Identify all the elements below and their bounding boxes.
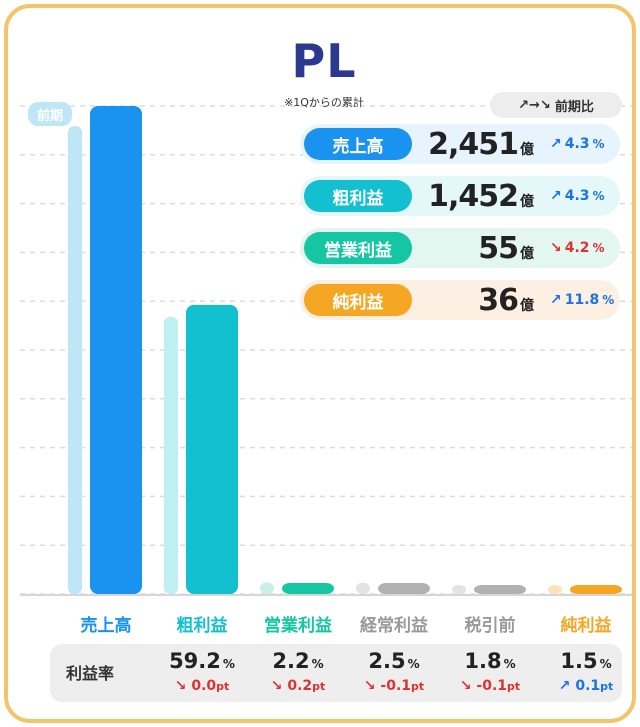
summary-change: ↘ 4.2% <box>550 240 605 256</box>
summary-value: 36 <box>478 282 519 318</box>
summary-change-unit: % <box>602 293 615 307</box>
summary-unit: 億 <box>520 246 534 262</box>
arrow-down-icon: ↘ <box>363 678 381 694</box>
summary-change-unit: % <box>592 241 605 255</box>
margin-rate-change: ↘ 0.2pt <box>250 678 346 694</box>
summary-row-sales: 売上高 2,451 億 ↗ 4.3% <box>300 124 620 164</box>
margin-rate-value: 59.2% <box>154 649 250 673</box>
summary-change-value: 4.3 <box>564 136 590 152</box>
margin-rate-unit: % <box>599 657 612 671</box>
margin-rate-change-unit: pt <box>312 680 326 693</box>
category-label-ordinary: 経常利益 <box>360 616 428 636</box>
legend-arrows-icon: ↗→↘ <box>518 97 551 113</box>
arrow-up-icon: ↗ <box>550 292 562 308</box>
bar-previous-operating <box>260 582 274 594</box>
summary-change: ↗ 4.3% <box>550 188 605 204</box>
category-label-operating: 営業利益 <box>264 616 332 636</box>
summary-change-unit: % <box>592 137 605 151</box>
margin-rate-change: ↗ 0.1pt <box>538 678 632 694</box>
cumulative-note: ※1Qからの累計 <box>284 96 364 109</box>
margin-rate-number: 2.2 <box>272 649 310 673</box>
arrow-up-icon: ↗ <box>550 188 562 204</box>
summary-unit: 億 <box>520 142 534 158</box>
summary-value: 55 <box>478 230 519 266</box>
arrow-down-icon: ↘ <box>270 678 288 694</box>
margin-rate-title: 利益率 <box>66 664 115 683</box>
margin-rate-change-value: -0.1 <box>476 678 508 694</box>
summary-value: 2,451 <box>428 126 519 162</box>
bar-previous-gross <box>164 316 178 594</box>
arrow-up-icon: ↗ <box>550 136 562 152</box>
margin-rate-change-value: 0.2 <box>287 678 313 694</box>
category-label-net: 純利益 <box>560 616 612 636</box>
margin-rate-change: ↘ -0.1pt <box>346 678 442 694</box>
summary-row-gross: 粗利益 1,452 億 ↗ 4.3% <box>300 176 620 216</box>
margin-rate-unit: % <box>311 657 324 671</box>
margin-rate-value: 1.8% <box>442 649 538 673</box>
margin-rate-change: ↘ 0.0pt <box>154 678 250 694</box>
margin-rate-number: 59.2 <box>169 649 221 673</box>
arrow-down-icon: ↘ <box>550 240 562 256</box>
summary-row-operating: 営業利益 55 億 ↘ 4.2% <box>300 228 620 268</box>
summary-change-value: 4.2 <box>564 240 590 256</box>
category-label-pretax: 税引前 <box>464 616 516 636</box>
summary-change: ↗ 4.3% <box>550 136 605 152</box>
yoy-legend: ↗→↘ 前期比 <box>490 92 622 118</box>
margin-rate-unit: % <box>222 657 235 671</box>
summary-label: 営業利益 <box>304 232 412 264</box>
margin-rate-number: 2.5 <box>368 649 406 673</box>
category-label-gross: 粗利益 <box>176 616 228 636</box>
margin-rate-panel <box>50 644 622 702</box>
bar-current-pretax <box>474 585 526 594</box>
bar-current-sales <box>90 106 142 594</box>
margin-rate-change-value: -0.1 <box>380 678 412 694</box>
arrow-up-icon: ↗ <box>558 678 576 694</box>
bar-previous-net <box>548 585 562 594</box>
summary-change: ↗ 11.8% <box>550 292 614 308</box>
summary-value: 1,452 <box>428 178 519 214</box>
bar-previous-ordinary <box>356 582 370 594</box>
margin-rate-change-value: 0.0 <box>191 678 217 694</box>
summary-label: 粗利益 <box>304 180 412 212</box>
arrow-down-icon: ↘ <box>174 678 192 694</box>
margin-rate-change-unit: pt <box>411 680 425 693</box>
summary-unit: 億 <box>520 194 534 210</box>
previous-period-tag: 前期 <box>28 102 72 126</box>
bar-previous-pretax <box>452 585 466 594</box>
margin-rate-change: ↘ -0.1pt <box>442 678 538 694</box>
summary-change-unit: % <box>592 189 605 203</box>
margin-rate-change-unit: pt <box>600 680 614 693</box>
page-title: PL <box>291 34 357 88</box>
margin-rate-number: 1.8 <box>464 649 502 673</box>
margin-rate-unit: % <box>407 657 420 671</box>
bar-current-net <box>570 585 622 594</box>
summary-row-net: 純利益 36 億 ↗ 11.8% <box>300 280 620 320</box>
margin-rate-change-unit: pt <box>216 680 230 693</box>
margin-rate-unit: % <box>503 657 516 671</box>
summary-unit: 億 <box>520 298 534 314</box>
summary-label: 売上高 <box>304 128 412 160</box>
margin-rate-value: 2.5% <box>346 649 442 673</box>
bar-current-gross <box>186 304 238 594</box>
arrow-down-icon: ↘ <box>459 678 477 694</box>
legend-label: 前期比 <box>554 99 594 115</box>
margin-rate-change-value: 0.1 <box>575 678 601 694</box>
bar-previous-sales <box>68 126 82 594</box>
margin-rate-change-unit: pt <box>507 680 521 693</box>
margin-rate-value: 1.5% <box>538 649 632 673</box>
summary-change-value: 11.8 <box>564 292 600 308</box>
margin-rate-value: 2.2% <box>250 649 346 673</box>
pl-card: PL ※1Qからの累計 前期 ↗→↘ 前期比 売上高 2,451 億 ↗ 4.3% 粗利益… <box>4 4 636 723</box>
margin-rate-number: 1.5 <box>560 649 598 673</box>
summary-label: 純利益 <box>304 284 412 316</box>
summary-change-value: 4.3 <box>564 188 590 204</box>
bar-current-operating <box>282 583 334 594</box>
category-label-sales: 売上高 <box>80 616 132 636</box>
bar-current-ordinary <box>378 583 430 594</box>
